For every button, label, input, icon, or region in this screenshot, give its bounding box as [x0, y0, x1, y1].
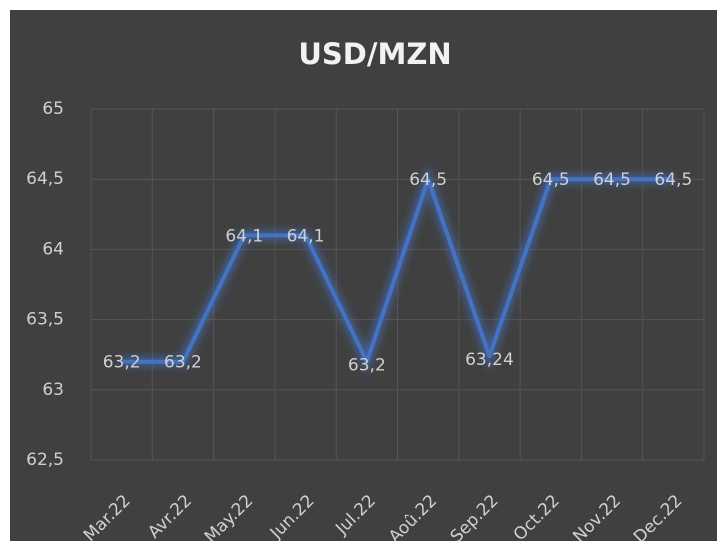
data-label: 64,5: [409, 170, 447, 190]
line: [121, 177, 674, 364]
y-tick-label: 63: [42, 380, 64, 400]
y-tick-label: 62,5: [26, 450, 64, 470]
data-label: 63,2: [348, 356, 386, 376]
y-tick-label: 64,5: [26, 169, 64, 189]
data-label: 64,5: [593, 170, 631, 190]
data-label: 64,5: [654, 170, 692, 190]
chart-title: USD/MZN: [298, 37, 451, 71]
data-label: 63,2: [103, 353, 141, 373]
y-tick-label: 63,5: [26, 310, 64, 330]
data-label: 64,5: [532, 170, 570, 190]
y-tick-label: 64: [42, 239, 64, 259]
data-label: 64,1: [287, 226, 325, 246]
y-tick-label: 65: [42, 99, 64, 119]
data-label: 63,24: [465, 350, 514, 370]
chart-background: [10, 10, 717, 541]
data-label: 64,1: [225, 226, 263, 246]
data-label: 63,2: [164, 353, 202, 373]
